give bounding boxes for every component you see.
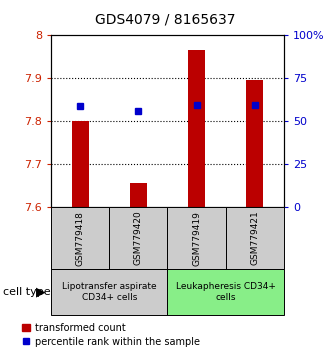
Bar xyxy=(72,121,89,207)
Text: GSM779419: GSM779419 xyxy=(192,211,201,266)
Bar xyxy=(51,207,109,269)
Text: GDS4079 / 8165637: GDS4079 / 8165637 xyxy=(95,12,235,27)
Bar xyxy=(109,207,167,269)
Bar xyxy=(168,207,226,269)
Bar xyxy=(51,269,168,315)
Text: Lipotransfer aspirate
CD34+ cells: Lipotransfer aspirate CD34+ cells xyxy=(62,282,157,302)
Text: Leukapheresis CD34+
cells: Leukapheresis CD34+ cells xyxy=(176,282,276,302)
Legend: transformed count, percentile rank within the sample: transformed count, percentile rank withi… xyxy=(21,322,201,348)
Text: GSM779418: GSM779418 xyxy=(76,211,85,266)
Text: ▶: ▶ xyxy=(36,286,46,298)
Text: cell type: cell type xyxy=(3,287,51,297)
Text: GSM779420: GSM779420 xyxy=(134,211,143,266)
Bar xyxy=(226,207,284,269)
Bar xyxy=(188,50,205,207)
Text: GSM779421: GSM779421 xyxy=(250,211,259,266)
Bar xyxy=(246,80,263,207)
Bar xyxy=(168,269,284,315)
Bar xyxy=(130,183,147,207)
